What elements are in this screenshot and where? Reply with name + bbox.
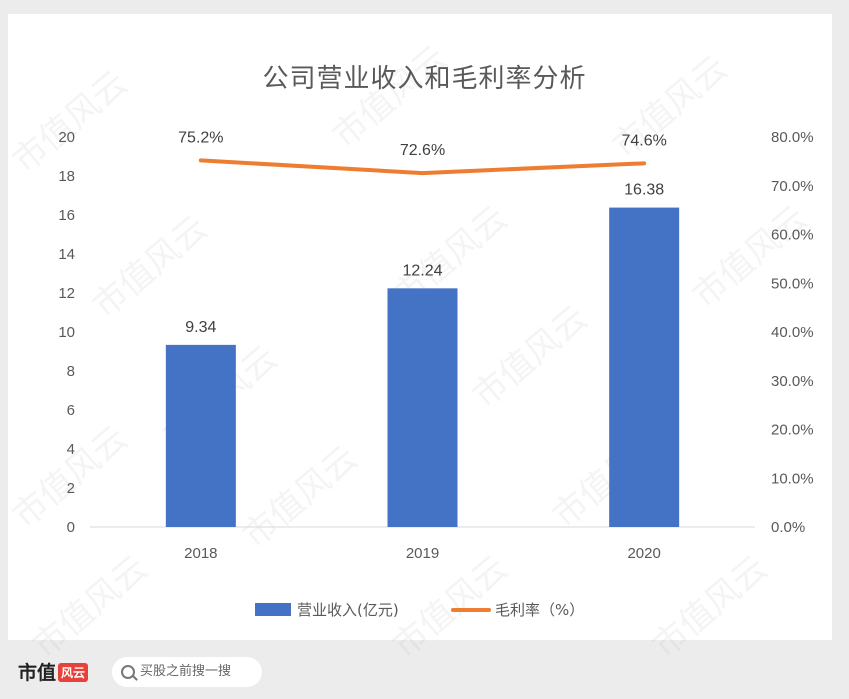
y-right-tick-label: 60.0% bbox=[771, 227, 814, 244]
search-input[interactable]: 买股之前搜一搜 bbox=[112, 657, 262, 687]
brand-tag: 风云 bbox=[58, 663, 89, 682]
x-tick-label: 2019 bbox=[406, 545, 439, 562]
y-left-tick-label: 10 bbox=[58, 324, 75, 341]
y-right-tick-label: 20.0% bbox=[771, 422, 814, 439]
margin-line bbox=[198, 158, 647, 176]
y-right-tick-label: 10.0% bbox=[771, 470, 814, 487]
legend-swatch-revenue bbox=[255, 603, 291, 616]
y-left-tick-label: 16 bbox=[58, 207, 75, 224]
legend-label-revenue: 营业收入(亿元) bbox=[297, 601, 399, 619]
line-data-label: 74.6% bbox=[621, 132, 666, 149]
x-tick-label: 2018 bbox=[184, 545, 217, 562]
legend-label-margin: 毛利率（%） bbox=[495, 601, 584, 619]
search-text: 买股之前搜一搜 bbox=[140, 664, 232, 679]
y-right-tick-label: 30.0% bbox=[771, 373, 814, 390]
footer-bar: 市值 风云 买股之前搜一搜 bbox=[0, 646, 849, 699]
bar-data-label: 9.34 bbox=[185, 319, 216, 336]
y-left-tick-label: 6 bbox=[67, 402, 75, 419]
bar-data-label: 12.24 bbox=[402, 262, 442, 279]
y-left-tick-label: 0 bbox=[67, 519, 75, 536]
line-data-label: 75.2% bbox=[178, 129, 223, 146]
y-right-tick-label: 80.0% bbox=[771, 129, 814, 146]
bar bbox=[165, 344, 236, 527]
y-right-tick-label: 70.0% bbox=[771, 178, 814, 195]
brand-logo: 市值 风云 bbox=[18, 658, 89, 685]
bar bbox=[609, 207, 680, 527]
y-left-tick-label: 2 bbox=[67, 480, 75, 497]
y-right-tick-label: 50.0% bbox=[771, 275, 814, 292]
brand-name: 市值 bbox=[18, 662, 57, 684]
y-right-tick-label: 40.0% bbox=[771, 324, 814, 341]
line-data-label: 72.6% bbox=[400, 142, 445, 159]
y-left-tick-label: 8 bbox=[67, 363, 75, 380]
y-left-tick-label: 14 bbox=[58, 246, 75, 263]
y-right-tick-label: 0.0% bbox=[771, 519, 805, 536]
y-left-tick-label: 12 bbox=[58, 285, 75, 302]
search-icon bbox=[121, 665, 135, 679]
bar bbox=[387, 288, 458, 527]
chart-title: 公司营业收入和毛利率分析 bbox=[262, 64, 587, 94]
x-tick-label: 2020 bbox=[627, 545, 660, 562]
y-left-tick-label: 4 bbox=[67, 441, 75, 458]
y-left-tick-label: 20 bbox=[58, 129, 75, 146]
y-left-tick-label: 18 bbox=[58, 168, 75, 185]
bar-data-label: 16.38 bbox=[624, 182, 664, 199]
revenue-margin-chart: 0 2 4 6 8 10 12 14 16 18 20 0.0% 10.0% 20.0% 30.0% 40.0… bbox=[58, 129, 814, 619]
